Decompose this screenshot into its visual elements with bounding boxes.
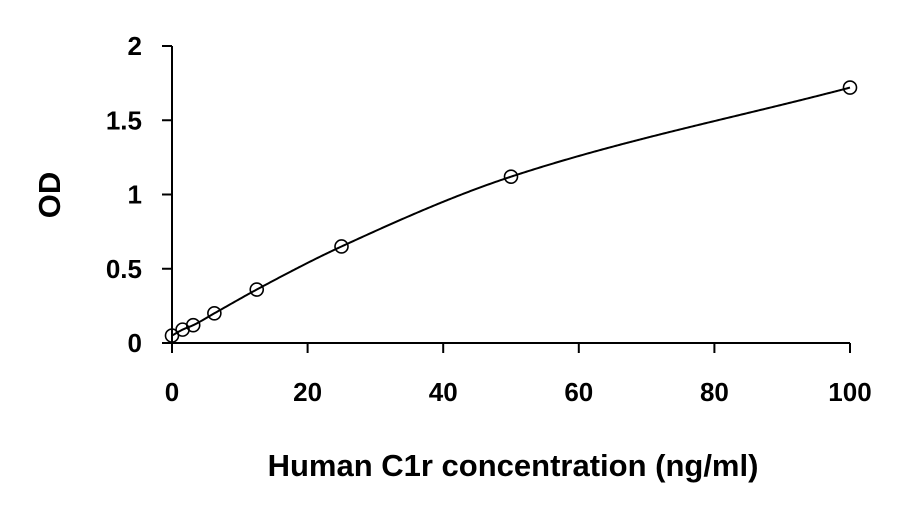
y-tick-label: 1 — [128, 180, 142, 210]
x-tick-label: 60 — [564, 377, 593, 407]
x-tick-label: 0 — [165, 377, 179, 407]
y-tick-label: 1.5 — [106, 105, 142, 135]
y-axis-title: OD — [32, 172, 67, 219]
y-tick-label: 0 — [128, 328, 142, 358]
x-tick-label: 100 — [828, 377, 871, 407]
x-axis-title: Human C1r concentration (ng/ml) — [268, 448, 759, 483]
x-tick-label: 40 — [429, 377, 458, 407]
data-point — [185, 317, 201, 333]
y-tick-label: 2 — [128, 31, 142, 61]
x-tick-label: 80 — [700, 377, 729, 407]
fit-curve — [171, 86, 851, 337]
data-point — [334, 239, 349, 254]
data-point — [249, 282, 265, 297]
y-tick-label: 0.5 — [106, 254, 142, 284]
x-tick-label: 20 — [293, 377, 322, 407]
data-point — [842, 80, 858, 95]
data-point — [207, 305, 222, 321]
data-point — [503, 169, 519, 184]
